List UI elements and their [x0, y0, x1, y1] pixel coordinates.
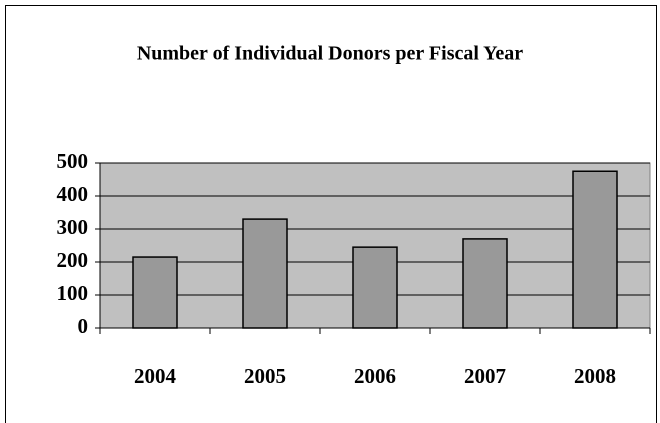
chart-title: Number of Individual Donors per Fiscal Y… — [137, 43, 523, 65]
x-tick-label: 2007 — [464, 364, 506, 388]
y-tick-label: 100 — [57, 281, 89, 305]
y-tick-label: 400 — [57, 182, 89, 206]
bar — [462, 238, 508, 329]
bar — [132, 256, 178, 329]
y-tick-label: 500 — [57, 149, 89, 173]
y-tick-label: 0 — [78, 314, 89, 338]
bar — [242, 218, 288, 329]
chart-border — [5, 5, 657, 423]
x-tick-label: 2008 — [574, 364, 616, 388]
x-tick-label: 2005 — [244, 364, 286, 388]
x-tick-label: 2006 — [354, 364, 396, 388]
bar — [352, 246, 398, 329]
bar — [572, 170, 618, 329]
x-tick-label: 2004 — [134, 364, 177, 388]
y-tick-label: 200 — [57, 248, 89, 272]
y-tick-label: 300 — [57, 215, 89, 239]
